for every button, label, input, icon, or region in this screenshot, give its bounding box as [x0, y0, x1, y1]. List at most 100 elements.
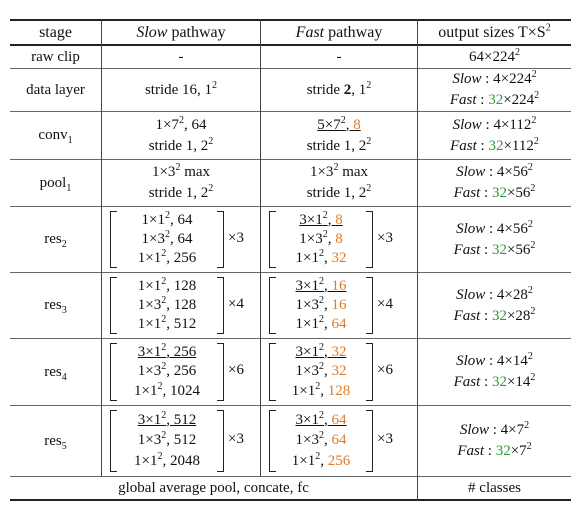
out-slow-label: Slow	[456, 353, 486, 369]
row-rule	[10, 206, 571, 207]
out-sup: 2	[530, 305, 536, 317]
stage-data: data layer	[10, 69, 101, 111]
col-sep	[101, 19, 102, 476]
left-bracket	[269, 277, 276, 334]
channel-count: 16	[331, 297, 347, 313]
res3-slow-block: 1×12, 128 1×32, 128 1×12, 512	[110, 277, 224, 334]
out-slow-val: : 4×28	[485, 286, 528, 303]
res4-slow-line: 1×12, 1024	[134, 381, 200, 400]
row-rule	[10, 111, 571, 112]
kernel-sup: 2	[164, 210, 170, 221]
pool1-fast: 1×32 max stride 1, 22	[261, 160, 417, 206]
kernel-sup: 2	[318, 295, 324, 306]
kernel-sup: 2	[161, 276, 167, 287]
conv1-slow: 1×72, 64 stride 1, 22	[102, 112, 260, 159]
kernel-size: 1×3	[137, 297, 162, 313]
conv1-output: Slow : 4×1122 Fast : 32×1122	[418, 112, 571, 159]
conv1-slow-l1sup: 2	[178, 114, 184, 126]
res2-fast-block: 3×12, 8 1×32, 8 1×12, 32	[269, 211, 373, 268]
out-fast-val: ×28	[506, 307, 531, 324]
out-sup: 2	[527, 284, 533, 296]
res4-slow-mult: ×6	[228, 362, 244, 378]
out-fast-num: 32	[491, 374, 507, 390]
kernel-size: 3×1	[295, 278, 319, 294]
kernel-size: 1×3	[295, 363, 319, 380]
out-fast-val: ×224	[503, 92, 535, 108]
res3-fast-line: 1×12, 64	[295, 314, 347, 333]
header-output-sup: 2	[545, 22, 551, 34]
out-fast-label: Fast	[453, 241, 481, 258]
kernel-sup: 2	[315, 380, 321, 392]
out-sup: 2	[527, 162, 533, 173]
stage-res4-text: res	[44, 363, 62, 380]
out-sup: 2	[530, 372, 536, 383]
kernel-sup: 2	[318, 430, 324, 442]
res5-fast-lines: 3×12, 64 1×32, 64 1×12, 256	[279, 410, 363, 472]
stage-conv1-text: conv	[38, 127, 68, 143]
out-slow-val: : 4×56	[485, 220, 528, 237]
res2-slow-line: 1×12, 64	[142, 210, 193, 229]
raw-slow: -	[102, 46, 260, 68]
row-rule	[10, 159, 571, 160]
conv1-fast-l1: 5×7	[317, 116, 341, 133]
channel-count: 256	[327, 453, 351, 470]
data-fast-text2: , 1	[351, 81, 367, 98]
res4-slow-lines: 3×12, 256 1×32, 256 1×12, 1024	[120, 343, 214, 401]
res2-output: Slow : 4×562 Fast : 32×562	[418, 207, 571, 272]
channel-count: , 512	[166, 411, 197, 428]
left-bracket	[110, 211, 117, 268]
out-slow-val: : 4×224	[481, 71, 532, 87]
header-rule	[10, 44, 571, 46]
out-colon: :	[480, 374, 492, 390]
stage-pool1-text: pool	[39, 174, 67, 191]
row-rule	[10, 272, 571, 273]
final-right: # classes	[418, 477, 571, 499]
conv1-slow-l1: 1×7	[155, 116, 179, 133]
header-output-text: output sizes T×S	[438, 24, 546, 41]
kernel-sup: 2	[161, 342, 167, 354]
res4-fast-line: 3×12, 32	[295, 342, 347, 361]
raw-slow-text: -	[178, 48, 184, 65]
pool1-fast-l1b: max	[338, 164, 369, 180]
channel-count: 128	[327, 382, 351, 399]
right-bracket	[217, 343, 224, 401]
out-fast-label: Fast	[449, 92, 477, 108]
row-rule	[10, 68, 571, 69]
right-bracket	[217, 277, 224, 334]
out-fast-num: 32	[495, 443, 511, 459]
header-stage: stage	[10, 21, 101, 44]
channel-count: , 64	[169, 231, 193, 247]
kernel-sup: 2	[315, 451, 321, 463]
left-bracket	[269, 410, 276, 472]
conv1-slow-l1b: , 64	[183, 116, 207, 133]
out-sup: 2	[533, 135, 539, 147]
res5-slow-line: 1×12, 2048	[134, 452, 200, 470]
stage-raw-text: raw clip	[31, 48, 80, 65]
pool1-fast-l1: 1×3	[309, 164, 334, 180]
out-sup: 2	[527, 218, 533, 230]
channel-count: 8	[335, 231, 343, 247]
raw-output-sup: 2	[514, 46, 520, 58]
kernel-sup: 2	[161, 314, 167, 325]
kernel-size: 3×1	[137, 344, 162, 361]
out-sup: 2	[524, 420, 530, 431]
out-fast-val: ×56	[506, 185, 531, 201]
channel-count: , 128	[166, 278, 197, 294]
stage-res3-text: res	[44, 297, 62, 313]
res2-slow-mult: ×3	[228, 229, 244, 246]
res2-slow-line: 1×32, 64	[142, 230, 193, 248]
stage-conv1: conv1	[10, 112, 101, 159]
conv1-fast-l2sup: 2	[366, 135, 372, 147]
out-fast-label: Fast	[453, 307, 481, 324]
final-right-text: # classes	[468, 479, 521, 496]
channel-count: , 2048	[162, 453, 200, 470]
out-sup: 2	[527, 351, 533, 362]
res3-fast-block: 3×12, 16 1×32, 16 1×12, 64	[269, 277, 373, 334]
res4-fast-line: 1×32, 32	[295, 361, 347, 380]
kernel-sup: 2	[322, 210, 328, 221]
conv1-slow-l2sup: 2	[208, 135, 214, 147]
res4-fast-lines: 3×12, 32 1×32, 32 1×12, 128	[279, 343, 363, 401]
out-fast-label: Fast	[453, 374, 481, 390]
header-fast: Fast pathway	[261, 21, 417, 44]
res5-fast-mult: ×3	[377, 431, 393, 447]
